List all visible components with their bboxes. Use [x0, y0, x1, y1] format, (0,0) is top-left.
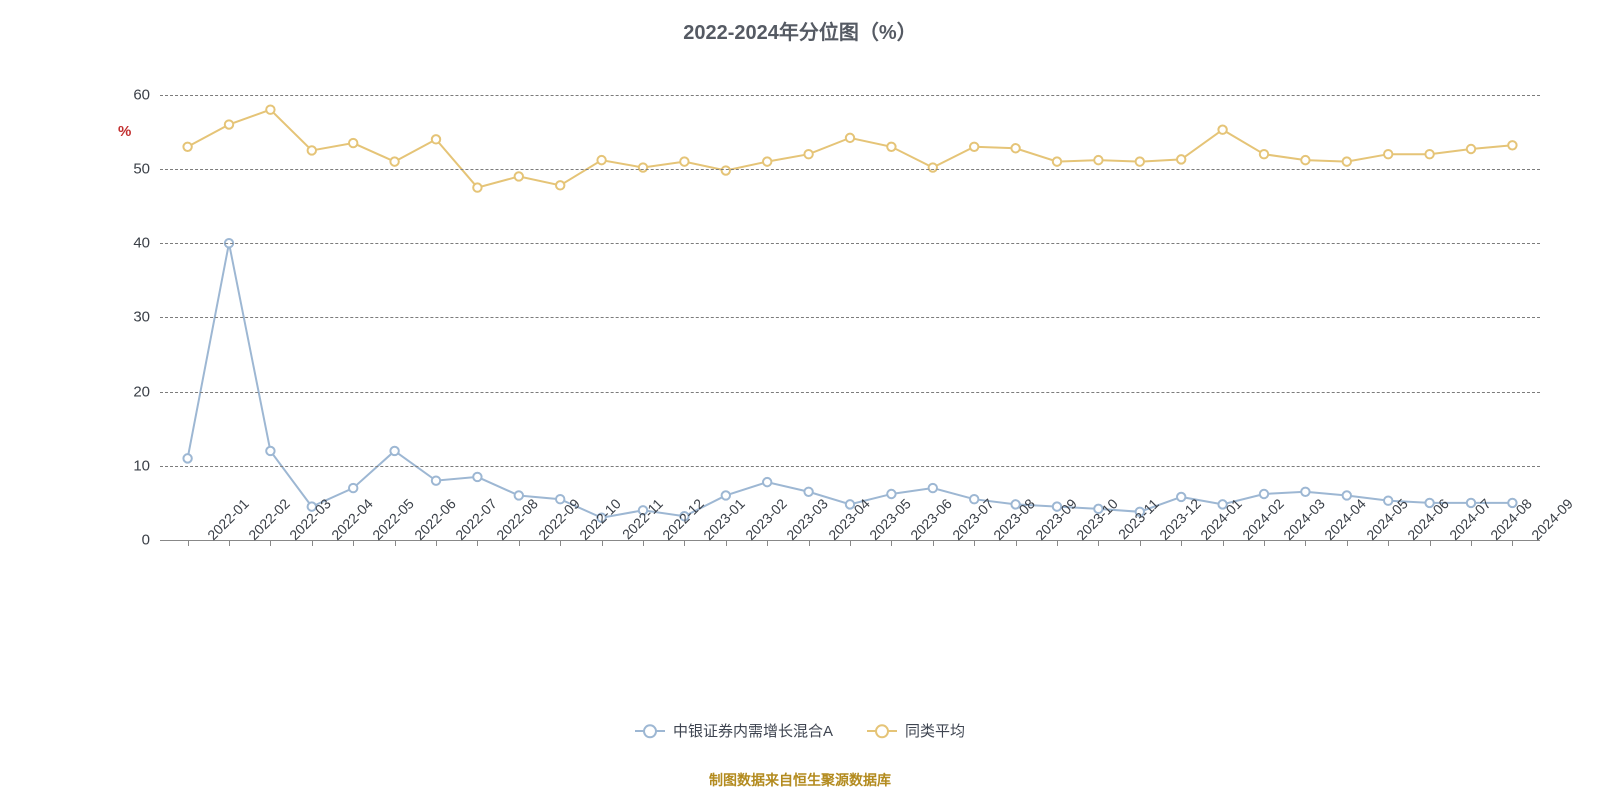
series-marker [597, 156, 605, 164]
chart-footer: 制图数据来自恒生聚源数据库 [0, 770, 1600, 790]
x-tick-mark [1347, 540, 1348, 546]
series-marker [1343, 491, 1351, 499]
x-tick-mark [312, 540, 313, 546]
x-tick-mark [395, 540, 396, 546]
series-marker [1177, 493, 1185, 501]
series-marker [1260, 150, 1268, 158]
y-tick-label: 60 [133, 86, 160, 103]
series-marker [515, 491, 523, 499]
x-tick-mark [933, 540, 934, 546]
y-tick-label: 30 [133, 309, 160, 326]
x-tick-mark [643, 540, 644, 546]
gridline [160, 243, 1540, 244]
series-marker [473, 473, 481, 481]
series-marker [846, 134, 854, 142]
legend: 中银证券内需增长混合A 同类平均 [0, 720, 1600, 741]
series-marker [266, 447, 274, 455]
x-tick-mark [850, 540, 851, 546]
series-marker [1301, 488, 1309, 496]
series-marker [556, 181, 564, 189]
series-marker [763, 478, 771, 486]
series-marker [722, 491, 730, 499]
x-tick-mark [436, 540, 437, 546]
series-marker [722, 166, 730, 174]
series-marker [1011, 144, 1019, 152]
series-marker [1218, 126, 1226, 134]
series-marker [970, 143, 978, 151]
series-marker [390, 447, 398, 455]
series-marker [183, 454, 191, 462]
x-tick-mark [809, 540, 810, 546]
series-marker [1467, 145, 1475, 153]
series-marker [1136, 157, 1144, 165]
series-marker [1343, 157, 1351, 165]
gridline [160, 317, 1540, 318]
x-tick-mark [1057, 540, 1058, 546]
y-tick-label: 0 [142, 532, 160, 549]
series-marker [349, 139, 357, 147]
x-tick-mark [1430, 540, 1431, 546]
x-tick-mark [1264, 540, 1265, 546]
lines-layer [160, 80, 1540, 540]
series-marker [887, 143, 895, 151]
series-marker [473, 183, 481, 191]
series-marker [308, 146, 316, 154]
series-marker [432, 135, 440, 143]
series-marker [1177, 155, 1185, 163]
legend-swatch [635, 730, 665, 732]
series-line [188, 110, 1513, 188]
series-marker [225, 120, 233, 128]
series-line [188, 243, 1513, 518]
x-tick-mark [1140, 540, 1141, 546]
y-unit-label: % [118, 123, 131, 140]
x-tick-mark [1471, 540, 1472, 546]
series-marker [929, 163, 937, 171]
gridline [160, 466, 1540, 467]
gridline [160, 169, 1540, 170]
series-marker [929, 484, 937, 492]
x-tick-mark [188, 540, 189, 546]
legend-item: 中银证券内需增长混合A [635, 720, 833, 741]
series-marker [183, 143, 191, 151]
x-tick-mark [602, 540, 603, 546]
x-tick-mark [519, 540, 520, 546]
y-tick-label: 50 [133, 161, 160, 178]
x-tick-mark [1223, 540, 1224, 546]
series-marker [349, 484, 357, 492]
series-marker [390, 157, 398, 165]
series-marker [804, 150, 812, 158]
series-marker [639, 163, 647, 171]
series-marker [432, 476, 440, 484]
legend-label: 中银证券内需增长混合A [673, 720, 833, 741]
series-marker [1508, 141, 1516, 149]
gridline [160, 95, 1540, 96]
legend-item: 同类平均 [867, 720, 965, 741]
series-marker [1425, 150, 1433, 158]
series-marker [763, 157, 771, 165]
series-marker [1384, 150, 1392, 158]
series-marker [1094, 156, 1102, 164]
legend-swatch [867, 730, 897, 732]
legend-label: 同类平均 [905, 720, 965, 741]
series-marker [1260, 490, 1268, 498]
y-tick-label: 40 [133, 235, 160, 252]
chart-title: 2022-2024年分位图（%） [0, 16, 1600, 45]
series-marker [1301, 156, 1309, 164]
y-tick-label: 10 [133, 457, 160, 474]
x-tick-mark [726, 540, 727, 546]
x-tick-mark [1016, 540, 1017, 546]
quantile-chart: 2022-2024年分位图（%） % 01020304050602022-012… [0, 0, 1600, 800]
series-marker [680, 157, 688, 165]
plot-area: 01020304050602022-012022-022022-032022-0… [160, 80, 1540, 540]
series-marker [1053, 157, 1061, 165]
series-marker [804, 488, 812, 496]
series-marker [266, 105, 274, 113]
series-marker [515, 172, 523, 180]
gridline [160, 392, 1540, 393]
x-tick-mark [229, 540, 230, 546]
y-tick-label: 20 [133, 383, 160, 400]
series-marker [887, 490, 895, 498]
